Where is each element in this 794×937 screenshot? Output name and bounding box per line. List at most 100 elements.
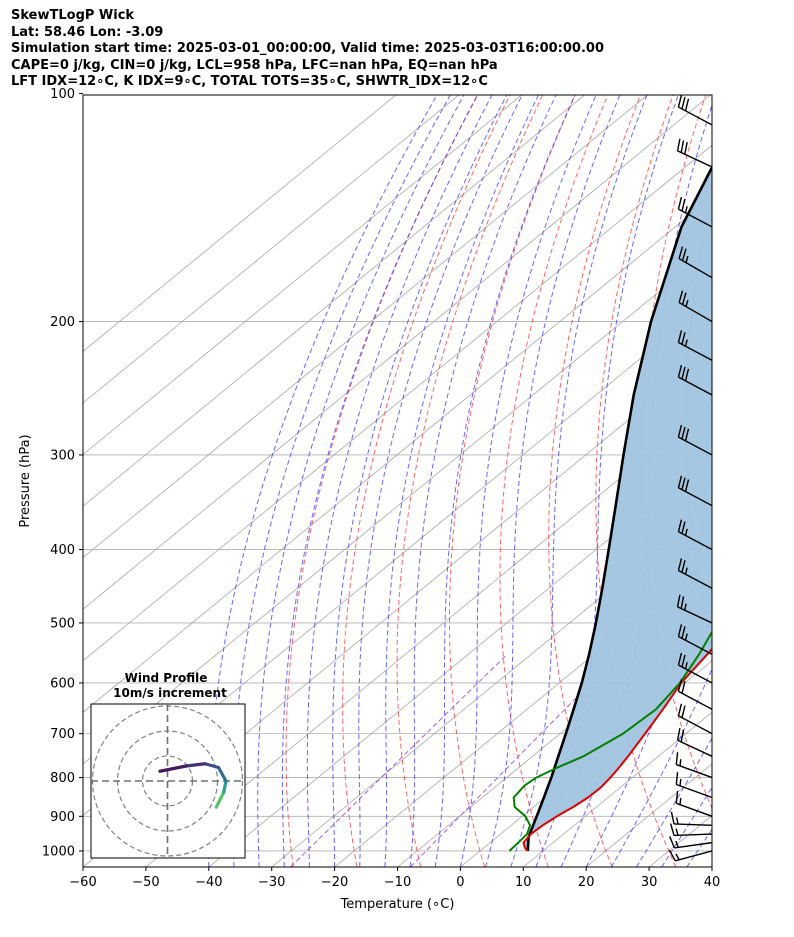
dry-adiabat	[499, 95, 609, 867]
wind-barb	[678, 290, 712, 323]
wind-barb-feather	[677, 364, 683, 378]
wind-barb	[677, 652, 712, 684]
wind-barb	[676, 727, 712, 757]
cin-shading	[523, 167, 712, 851]
wind-barb-feather	[675, 772, 679, 785]
wind-barb-feather	[677, 624, 683, 637]
wind-barb-shaft	[678, 301, 712, 323]
wind-barb-feather	[677, 519, 683, 532]
wind-barb-feather	[680, 596, 685, 609]
wind-barb-feather	[684, 98, 690, 111]
wind-barb-shaft	[678, 208, 712, 228]
wind-barb-feather	[676, 727, 681, 741]
chart-index-line: LFT IDX=12∘C, K IDX=9∘C, TOTAL TOTS=35∘C…	[11, 74, 488, 89]
x-tick-label: 10	[515, 875, 532, 890]
chart-location: Lat: 58.46 Lon: -3.09	[11, 24, 164, 40]
wind-barb-feather	[681, 521, 686, 534]
wind-barb-shaft	[678, 664, 712, 684]
moist-adiabat	[409, 95, 557, 867]
x-tick-label: 0	[456, 875, 464, 890]
wind-barb-feather	[681, 477, 686, 490]
wind-barb-feather	[684, 662, 688, 670]
wind-barb	[677, 196, 712, 228]
wind-barb-feather	[681, 681, 686, 694]
wind-barb-feather	[675, 828, 679, 836]
wind-barb-feather	[681, 332, 686, 345]
wind-barb-feather	[675, 840, 679, 848]
hodograph-segment	[222, 779, 228, 794]
isotherm-gridline	[83, 95, 649, 559]
wind-barb-feather	[681, 560, 686, 573]
wind-barb-feather	[677, 558, 683, 571]
temperature-profile-line	[522, 647, 712, 852]
x-tick-label: −10	[384, 875, 411, 890]
isotherm-gridline	[271, 505, 712, 867]
wind-barb-feather	[679, 759, 682, 766]
wind-barb-feather	[684, 141, 688, 155]
wind-barb	[677, 679, 712, 710]
wind-barb-feather	[669, 836, 676, 849]
y-tick-label: 500	[50, 616, 75, 631]
wind-barb-shaft	[678, 715, 712, 735]
wind-barb-shaft	[678, 258, 712, 279]
wind-barb-feather	[681, 248, 687, 261]
wind-barb-feather	[684, 339, 688, 347]
dry-adiabat	[396, 95, 544, 867]
dewpoint-profile-line	[508, 630, 712, 852]
x-tick-label: 40	[704, 875, 721, 890]
isotherm-gridline	[397, 608, 712, 867]
chart-times: Simulation start time: 2025-03-01_00:00:…	[11, 41, 604, 56]
wind-barb-feather	[677, 330, 683, 343]
y-tick-label: 200	[50, 315, 75, 330]
wind-barb	[677, 558, 712, 589]
wind-barb-feather	[681, 292, 687, 305]
wind-barb-feather	[681, 654, 686, 668]
wind-barb-feather	[684, 206, 688, 214]
wind-barb	[675, 790, 712, 817]
wind-barb-shaft	[678, 341, 712, 361]
wind-barb-shaft	[678, 635, 712, 655]
y-tick-label: 700	[50, 727, 75, 742]
wind-barb-feather	[670, 811, 675, 825]
wind-barb-feather	[679, 779, 682, 786]
wind-barb-feather	[676, 138, 681, 152]
wind-barb-shaft	[677, 606, 712, 624]
wind-barb-feather	[677, 196, 683, 210]
wind-barb-feather	[684, 528, 688, 536]
wind-barb-shaft	[673, 833, 712, 837]
x-tick-label: 20	[578, 875, 595, 890]
wind-barb-feather	[669, 823, 675, 836]
wind-barb-shaft	[673, 823, 712, 827]
wind-barb	[677, 475, 712, 507]
y-tick-label: 1000	[42, 844, 75, 859]
wind-barb-feather	[685, 299, 689, 307]
y-tick-label: 600	[50, 676, 75, 691]
x-tick-label: −40	[195, 875, 222, 890]
wind-barb	[677, 424, 712, 456]
wind-barb-feather	[677, 95, 683, 108]
wind-barb-feather	[675, 817, 679, 825]
wind-barb-feather	[681, 198, 686, 212]
moist-adiabat	[510, 95, 648, 867]
isotherm-gridline	[83, 95, 397, 352]
wind-barb-shaft	[675, 850, 712, 862]
wind-barb-shaft	[678, 487, 712, 507]
wind-barb-feather	[684, 567, 688, 575]
x-tick-label: −50	[132, 875, 159, 890]
wind-barb-feather	[681, 626, 686, 639]
moist-adiabat	[306, 95, 493, 867]
wind-barb-feather	[684, 479, 690, 492]
wind-barb-feather	[675, 790, 679, 804]
isotherm-gridline	[83, 95, 711, 610]
wind-barb-feather	[677, 475, 683, 488]
x-tick-label: −60	[69, 875, 96, 890]
wind-barb	[676, 594, 712, 624]
wind-barb-feather	[684, 368, 690, 382]
hodograph-segment	[158, 764, 188, 773]
wind-barb-feather	[679, 797, 682, 805]
wind-barb	[677, 703, 712, 735]
wind-barb-feather	[681, 426, 686, 440]
isotherm-gridline	[523, 711, 712, 867]
wind-barb-feather	[680, 140, 685, 153]
